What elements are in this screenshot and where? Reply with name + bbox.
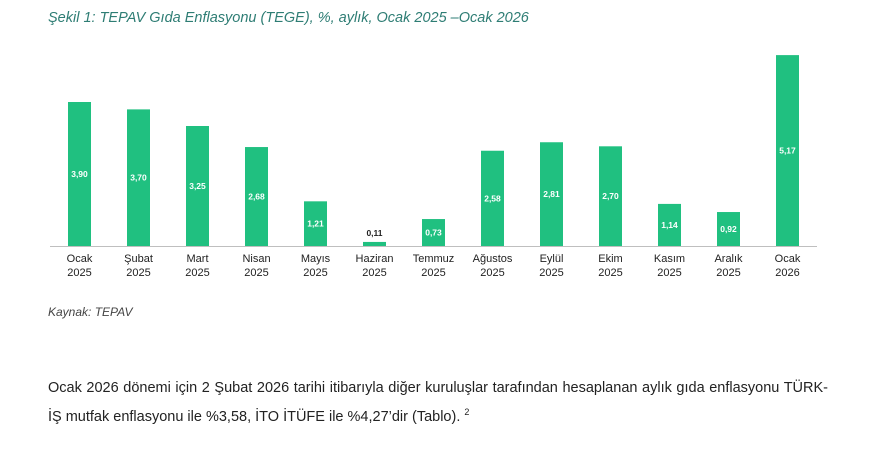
data-label: 0,73: [425, 228, 442, 238]
x-tick-label-month: Şubat: [124, 253, 153, 265]
figure-source: Kaynak: TEPAV: [48, 305, 133, 319]
x-tick-label-year: 2025: [185, 267, 209, 279]
x-tick-label-month: Eylül: [540, 253, 564, 265]
x-tick-label-month: Nisan: [242, 253, 270, 265]
x-tick-label-month: Mart: [187, 253, 209, 265]
footnote-marker: 2: [464, 407, 470, 417]
x-tick-label-year: 2026: [775, 267, 799, 279]
x-tick-label-month: Temmuz: [413, 253, 455, 265]
x-tick-label-year: 2025: [362, 267, 386, 279]
data-label: 3,70: [130, 173, 147, 183]
data-label: 2,70: [602, 191, 619, 201]
bar: [127, 109, 150, 246]
body-paragraph: Ocak 2026 dönemi için 2 Şubat 2026 tarih…: [48, 376, 828, 429]
data-label: 2,58: [484, 193, 501, 203]
bar: [304, 201, 327, 246]
data-label: 3,25: [189, 181, 206, 191]
x-tick-label-year: 2025: [67, 267, 91, 279]
bar: [186, 126, 209, 246]
data-label: 1,14: [661, 220, 678, 230]
x-tick-label-month: Mayıs: [301, 253, 331, 265]
figure-title: Şekil 1: TEPAV Gıda Enflasyonu (TEGE), %…: [48, 10, 529, 26]
bar-chart: 3,90 Ocak 2025 3,70 Şubat 2025 3,25 Mart 2025 2,6…: [50, 55, 817, 279]
data-label: 3,90: [71, 169, 88, 179]
paragraph-text: Ocak 2026 dönemi için 2 Şubat 2026 tarih…: [48, 380, 828, 425]
data-label: 2,68: [248, 192, 265, 202]
bar: [422, 219, 445, 246]
x-tick-label-month: Haziran: [356, 253, 394, 265]
data-label: 0,11: [366, 228, 382, 238]
bar: [481, 150, 504, 246]
x-tick-label-year: 2025: [421, 267, 445, 279]
x-tick-label-month: Aralık: [714, 253, 743, 265]
data-label: 2,81: [543, 189, 560, 199]
x-tick-label-month: Ağustos: [473, 253, 513, 265]
x-tick-label-year: 2025: [598, 267, 622, 279]
bar: [658, 203, 681, 246]
bar: [776, 55, 799, 246]
x-tick-label-year: 2025: [657, 267, 681, 279]
x-tick-label-month: Kasım: [654, 253, 685, 265]
x-tick-label-month: Ocak: [775, 253, 801, 265]
bar: [599, 146, 622, 246]
data-label: 0,92: [720, 224, 737, 234]
data-label: 1,21: [307, 219, 324, 229]
x-tick-label-year: 2025: [244, 267, 268, 279]
x-tick-label-year: 2025: [126, 267, 150, 279]
x-tick-label-year: 2025: [480, 267, 504, 279]
bar: [363, 241, 386, 246]
x-tick-label-year: 2025: [303, 267, 327, 279]
x-tick-label-year: 2025: [539, 267, 563, 279]
bar: [717, 212, 740, 246]
x-tick-label-month: Ocak: [67, 253, 93, 265]
data-label: 5,17: [779, 146, 796, 156]
x-tick-label-month: Ekim: [598, 253, 622, 265]
bar: [540, 142, 563, 246]
x-tick-label-year: 2025: [716, 267, 740, 279]
bar: [68, 102, 91, 246]
bar: [245, 147, 268, 246]
